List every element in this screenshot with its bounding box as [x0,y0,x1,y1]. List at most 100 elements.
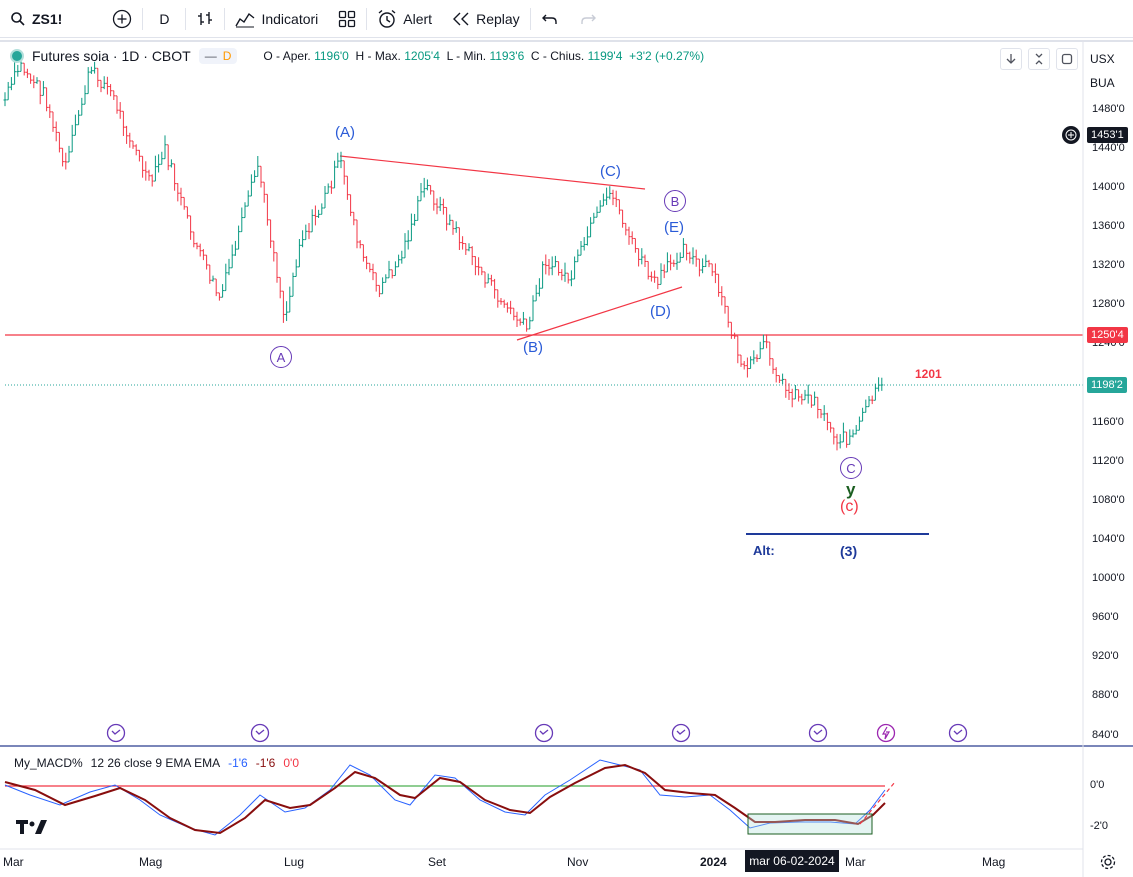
price-tick: 880'0 [1092,689,1119,701]
price-tick: 1160'0 [1092,416,1124,428]
undo-icon [541,14,557,24]
redo-icon [580,14,596,24]
price-tick: 960'0 [1092,611,1119,623]
time-tick: Lug [284,855,305,869]
price-label-1201[interactable]: 1201 [915,367,942,381]
wave-label-A-paren[interactable]: (A) [335,124,355,141]
wave-label-3[interactable]: (3) [840,543,858,559]
arrow-down-icon [1006,54,1016,64]
currency-selector[interactable]: USX [1090,52,1115,66]
price-tick: 1000'0 [1092,572,1125,584]
close-key: C - Chius. [530,49,585,63]
market-status-icon [10,49,24,63]
crosshair-price-tag: 1453'1 [1087,127,1128,143]
wave-label-A-circle[interactable]: A [270,346,292,368]
event-icon[interactable] [250,723,270,743]
price-tick: 1280'0 [1092,298,1125,310]
wave-label-C-circle[interactable]: C [840,457,862,479]
event-icon[interactable] [808,723,828,743]
chart-legend: Futures soia · 1D · CBOT — D O - Aper. 11… [10,48,704,64]
macd-value-2: -1'6 [255,756,276,770]
wave-label-y[interactable]: y [846,480,856,499]
open-value: 1196'0 [314,49,349,63]
grid-layout-icon [339,10,356,27]
price-tick: 1320'0 [1092,259,1125,271]
price-tick: 840'0 [1092,729,1119,741]
alt-label[interactable]: Alt: [753,543,775,558]
compare-symbol-button[interactable] [72,0,142,38]
wave-label-B-circle[interactable]: B [664,190,686,212]
data-badge[interactable]: — D [198,48,238,64]
bar-chart-type-icon [198,11,213,25]
top-toolbar: ZS1! D Indicatori Alert Replay [0,0,1133,38]
symbol-search-button[interactable]: ZS1! [0,0,72,38]
maximize-icon [1061,53,1073,65]
time-tick: Nov [567,855,589,869]
toolbar-divider [529,7,531,30]
tradingview-logo [16,820,47,834]
wave-label-E-paren[interactable]: (E) [664,219,684,236]
search-icon [11,11,25,26]
wave-label-c-red[interactable]: (c) [840,498,859,515]
macd-value-1: -1'6 [228,756,248,770]
low-value: 1193'6 [489,49,525,63]
price-tick: 1360'0 [1092,220,1125,232]
price-tick: 1040'0 [1092,533,1125,545]
redo-button[interactable] [569,0,607,38]
alert-label: Alert [403,10,433,27]
instrument-title[interactable]: Futures soia · 1D · CBOT [32,48,191,64]
event-icon[interactable] [948,723,968,743]
toolbar-divider [142,7,144,30]
symbol-label: ZS1! [32,10,63,27]
maximize-pane-button[interactable] [1056,48,1078,70]
plus-circle-icon [113,9,132,28]
toolbar-divider [224,7,226,30]
time-tick: Set [428,855,447,869]
macd-name: My_MACD% [14,756,83,770]
price-tick: 1400'0 [1092,181,1125,193]
replay-button[interactable]: Replay [442,0,530,38]
wave-label-A-text: A [276,349,286,365]
unit-selector[interactable]: BUA [1090,76,1115,90]
chart-area[interactable] [0,40,1133,877]
alert-button[interactable]: Alert [367,0,442,38]
undo-button[interactable] [531,0,569,38]
price-tick: 1480'0 [1092,103,1125,115]
scroll-down-button[interactable] [1000,48,1022,70]
collapse-button[interactable] [1028,48,1050,70]
change-value: +3'2 (+0.27%) [629,49,705,63]
open-key: O - Aper. [263,49,311,63]
macd-tick: 0'0 [1090,779,1105,791]
wave-label-B-paren[interactable]: (B) [523,339,543,356]
chart-type-button[interactable] [186,0,224,38]
interval-label: D [159,10,170,27]
price-tick: 920'0 [1092,650,1119,662]
lightning-event-icon[interactable] [876,723,896,743]
interval-button[interactable]: D [143,0,185,38]
macd-tick: -2'0 [1090,820,1108,832]
wave-label-D-paren[interactable]: (D) [650,303,671,320]
wave-label-C-paren[interactable]: (C) [600,163,621,180]
ohlc-values: O - Aper. 1196'0 H - Max. 1205'4 L - Min… [263,49,704,63]
time-tick: Mar [845,855,866,869]
settings-gear-icon[interactable] [1099,853,1117,871]
layouts-button[interactable] [328,0,366,38]
macd-params: 12 26 close 9 EMA EMA [90,756,221,770]
plus-icon [1065,129,1077,141]
wave-label-C-text: C [846,460,856,476]
indicators-label: Indicatori [261,10,319,27]
event-icon[interactable] [106,723,126,743]
crosshair-plus-button[interactable] [1062,126,1080,144]
crosshair-date-tag: mar 06-02-2024 [745,850,839,872]
event-icon[interactable] [534,723,554,743]
indicators-button[interactable]: Indicatori [225,0,328,38]
alarm-clock-icon [378,9,396,28]
collapse-icon [1035,53,1043,65]
wave-label-B-text: B [670,193,680,209]
time-tick: Mag [982,855,1006,869]
macd-value-3: 0'0 [283,756,299,770]
event-icon[interactable] [671,723,691,743]
macd-legend[interactable]: My_MACD% 12 26 close 9 EMA EMA -1'6 -1'6… [14,756,299,770]
price-tick: 1120'0 [1092,455,1124,467]
